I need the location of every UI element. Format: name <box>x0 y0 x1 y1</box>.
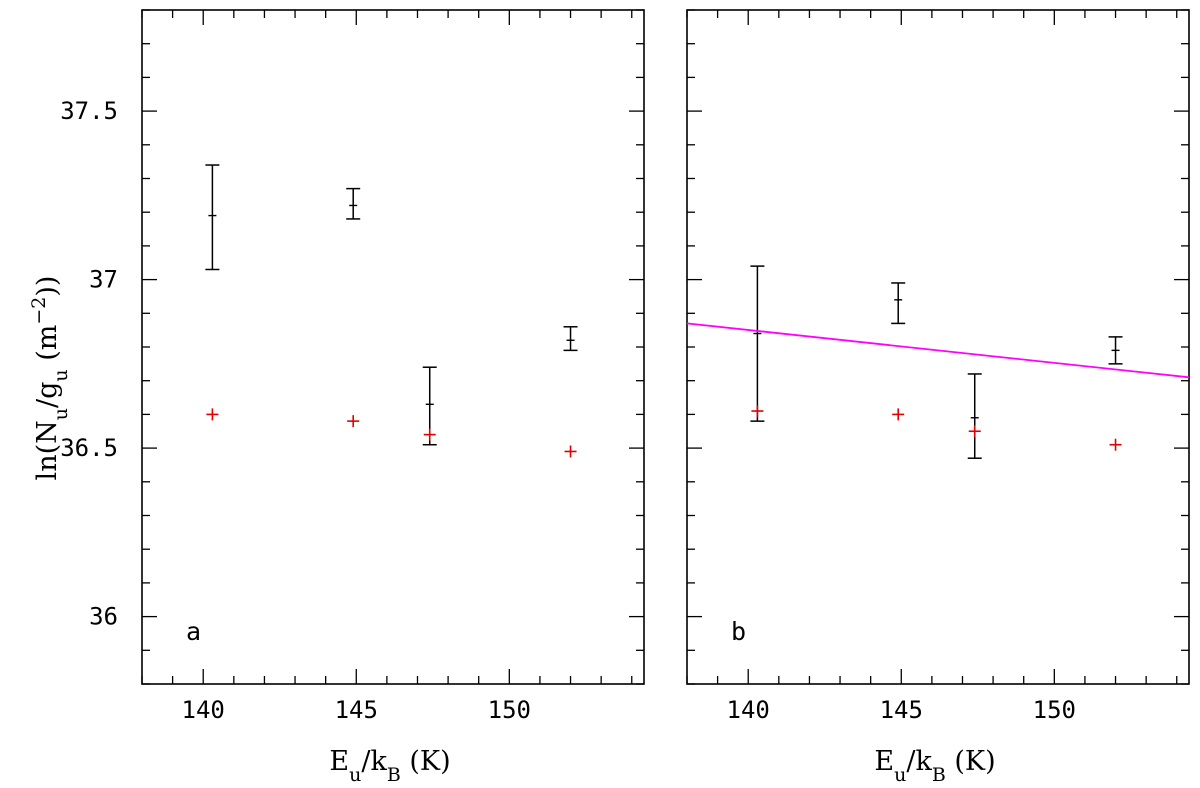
x-axis-label-b: Eu/kB (K) <box>874 746 995 786</box>
panel-label: a <box>186 617 201 646</box>
panel-a: 140 145 150 36 36.5 37 37.5 a <box>60 9 645 724</box>
x-tick-label: 140 <box>182 696 225 724</box>
y-tick-label: 36 <box>89 603 118 631</box>
x-tick-label: 140 <box>727 696 770 724</box>
plot-frame <box>141 9 645 685</box>
fit-line <box>686 322 1190 379</box>
x-tick-label: 145 <box>335 696 378 724</box>
x-tick-label: 145 <box>880 696 923 724</box>
panel-label: b <box>731 617 746 646</box>
plot-frame <box>686 9 1190 685</box>
y-tick-label: 36.5 <box>60 434 118 462</box>
y-tick-label: 37.5 <box>60 97 118 125</box>
y-tick-label: 37 <box>89 266 118 294</box>
x-tick-label: 150 <box>488 696 531 724</box>
x-axis-label-a: Eu/kB (K) <box>329 746 450 786</box>
panel-b: 140 145 150 b <box>686 9 1190 724</box>
x-tick-label: 150 <box>1033 696 1076 724</box>
